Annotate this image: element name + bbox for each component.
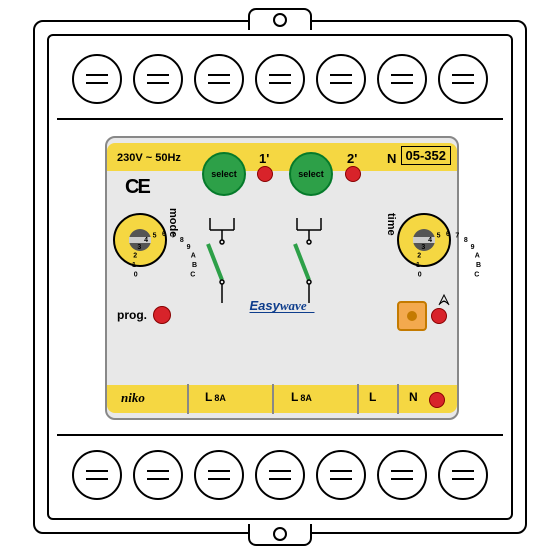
- rotary-position: A: [475, 252, 480, 259]
- divider: [57, 118, 503, 120]
- footer-L3: L: [369, 390, 376, 404]
- rotary-position: 7: [455, 233, 459, 240]
- select-button-2[interactable]: select: [289, 152, 333, 196]
- rotary-position: 4: [144, 237, 148, 244]
- footer-L1: L8A: [205, 390, 226, 404]
- prog-label: prog.: [117, 308, 147, 322]
- control-panel: 230V ~ 50Hz 1 1' 2 2' N 05-352 CE select…: [105, 136, 459, 420]
- terminal-row-top: [57, 44, 503, 114]
- rotary-position: 2: [417, 252, 421, 259]
- model-number: 05-352: [401, 146, 451, 165]
- rotary-markings: 0123456789ABC: [399, 215, 449, 265]
- divider: [57, 434, 503, 436]
- terminal-screw[interactable]: [255, 54, 305, 104]
- rotary-position: 5: [153, 233, 157, 240]
- manufacturer-logo: niko: [121, 390, 145, 406]
- rotary-position: 8: [464, 237, 468, 244]
- rotary-position: 1: [132, 262, 136, 269]
- antenna-connector[interactable]: [397, 301, 427, 331]
- rotary-position: 2: [133, 252, 137, 259]
- prog-led: [153, 306, 171, 324]
- terminal-label-2p: 2': [347, 151, 357, 166]
- mode-label: mode: [167, 208, 179, 237]
- rotary-position: 8: [180, 237, 184, 244]
- logo-main: Easy: [250, 298, 280, 313]
- antenna-icon: [437, 293, 451, 310]
- rotary-position: 0: [418, 271, 422, 278]
- rotary-markings: 0123456789ABC: [115, 215, 165, 265]
- brand-logo: Easywave: [250, 298, 315, 313]
- terminal-screw[interactable]: [377, 450, 427, 500]
- terminal-screw[interactable]: [194, 450, 244, 500]
- mount-tab-bottom: [248, 524, 312, 546]
- rotary-position: 0: [134, 271, 138, 278]
- rotary-position: 9: [471, 244, 475, 251]
- logo-sub: wave: [280, 298, 307, 313]
- divider: [357, 384, 359, 414]
- terminal-screw[interactable]: [72, 54, 122, 104]
- terminal-screw[interactable]: [316, 54, 366, 104]
- terminal-screw[interactable]: [438, 450, 488, 500]
- mount-tab-top: [248, 8, 312, 30]
- rotary-position: 6: [162, 231, 166, 238]
- divider: [397, 384, 399, 414]
- device-enclosure: 230V ~ 50Hz 1 1' 2 2' N 05-352 CE select…: [33, 20, 527, 534]
- footer-led: [429, 392, 445, 408]
- select-button-1[interactable]: select: [202, 152, 246, 196]
- terminal-screw[interactable]: [133, 450, 183, 500]
- antenna-led: [431, 308, 447, 324]
- rotary-position: 3: [137, 244, 141, 251]
- terminal-label-n: N: [387, 151, 396, 166]
- rotary-position: 4: [428, 237, 432, 244]
- rotary-position: 6: [446, 231, 450, 238]
- led-1: [257, 166, 273, 182]
- switch-symbol-2: [289, 218, 329, 303]
- terminal-screw[interactable]: [377, 54, 427, 104]
- rotary-position: B: [192, 262, 197, 269]
- mode-rotary[interactable]: 0123456789ABC: [113, 213, 167, 267]
- ce-mark: CE: [125, 176, 149, 199]
- terminal-screw[interactable]: [72, 450, 122, 500]
- switch-symbol-1: [202, 218, 242, 303]
- terminal-screw[interactable]: [316, 450, 366, 500]
- header-row: 230V ~ 50Hz 1 1' 2 2' N 05-352: [107, 144, 457, 172]
- rotary-position: 1: [416, 262, 420, 269]
- terminal-screw[interactable]: [133, 54, 183, 104]
- select-label: select: [211, 169, 237, 179]
- rotary-position: 9: [187, 244, 191, 251]
- divider: [272, 384, 274, 414]
- footer-L2: L8A: [291, 390, 312, 404]
- rotary-position: 3: [421, 244, 425, 251]
- rotary-position: A: [191, 252, 196, 259]
- terminal-screw[interactable]: [438, 54, 488, 104]
- terminal-screw[interactable]: [194, 54, 244, 104]
- rotary-position: 5: [437, 233, 441, 240]
- time-label: time: [385, 213, 397, 236]
- rotary-position: C: [474, 271, 479, 278]
- terminal-screw[interactable]: [255, 450, 305, 500]
- footer-row: niko L8A L8A L N: [107, 384, 457, 414]
- terminal-label-1p: 1': [259, 151, 269, 166]
- rotary-position: C: [190, 271, 195, 278]
- rotary-position: B: [476, 262, 481, 269]
- divider: [187, 384, 189, 414]
- time-rotary[interactable]: 0123456789ABC: [397, 213, 451, 267]
- voltage-label: 230V ~ 50Hz: [117, 152, 181, 164]
- select-label: select: [298, 169, 324, 179]
- led-2: [345, 166, 361, 182]
- terminal-row-bottom: [57, 440, 503, 510]
- footer-N: N: [409, 390, 418, 404]
